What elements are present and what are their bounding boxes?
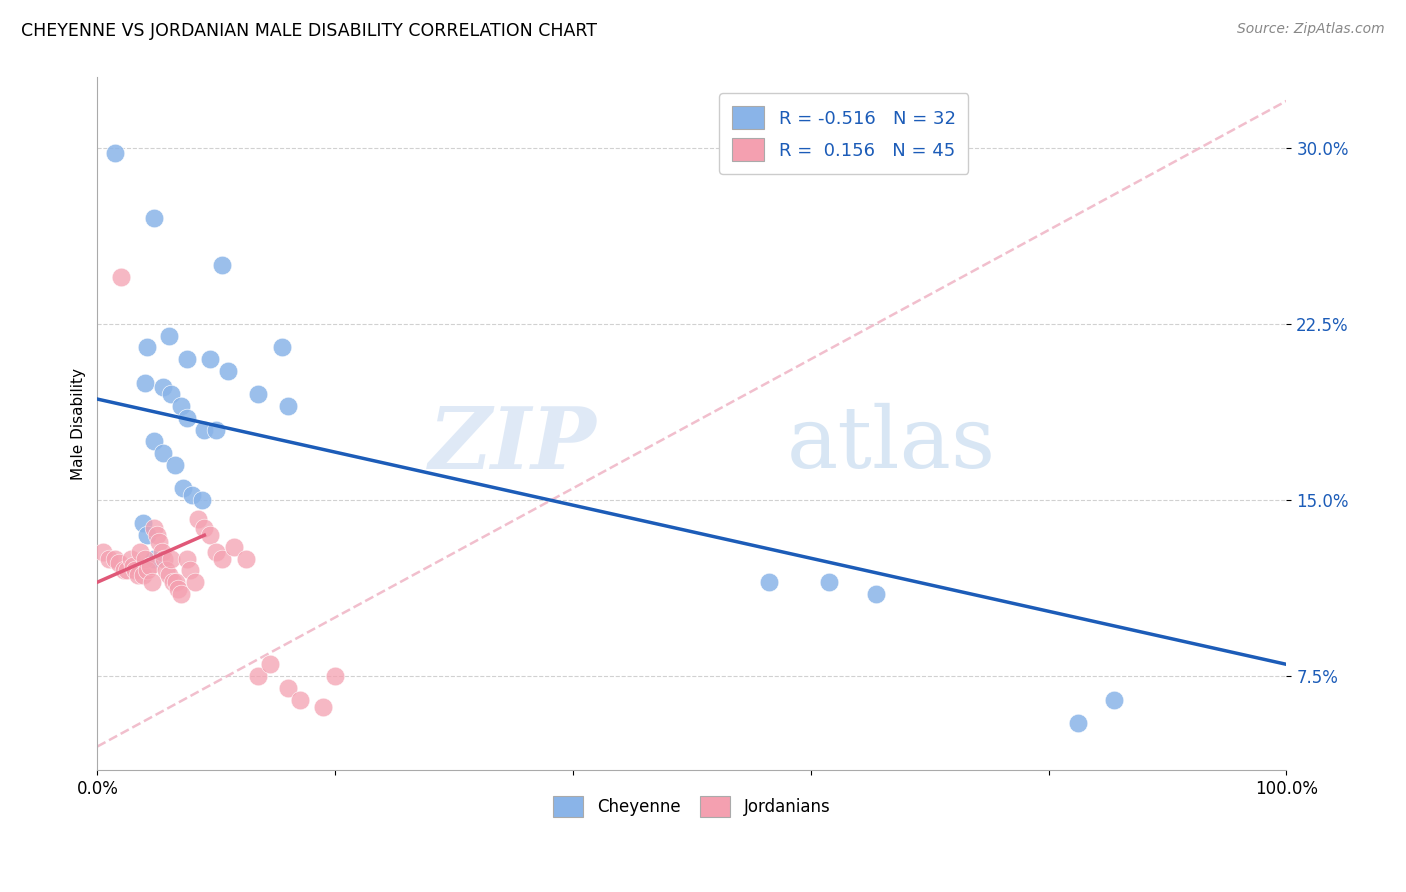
Point <box>136 564 159 578</box>
Point <box>98 551 121 566</box>
Point <box>136 528 159 542</box>
Point <box>176 551 198 566</box>
Text: ZIP: ZIP <box>429 403 596 486</box>
Point <box>179 564 201 578</box>
Text: atlas: atlas <box>787 403 997 486</box>
Point <box>143 434 166 449</box>
Point <box>152 380 174 394</box>
Point <box>817 575 839 590</box>
Point <box>152 446 174 460</box>
Point <box>141 575 163 590</box>
Point <box>865 587 887 601</box>
Point <box>165 575 187 590</box>
Point <box>153 551 176 566</box>
Point <box>211 551 233 566</box>
Point <box>129 544 152 558</box>
Point <box>138 558 160 573</box>
Point <box>120 551 142 566</box>
Point <box>211 258 233 272</box>
Point <box>277 681 299 695</box>
Point <box>217 364 239 378</box>
Point <box>1102 692 1125 706</box>
Point <box>131 516 153 531</box>
Legend: Cheyenne, Jordanians: Cheyenne, Jordanians <box>547 789 837 824</box>
Point <box>181 488 204 502</box>
Point <box>150 544 173 558</box>
Point <box>205 544 228 558</box>
Point <box>134 376 156 390</box>
Point <box>127 568 149 582</box>
Point <box>143 521 166 535</box>
Point <box>155 564 177 578</box>
Point <box>312 699 335 714</box>
Point <box>134 551 156 566</box>
Point <box>1067 716 1090 731</box>
Point <box>193 521 215 535</box>
Point <box>200 352 222 367</box>
Point <box>162 575 184 590</box>
Point <box>143 211 166 226</box>
Point <box>104 145 127 160</box>
Point <box>184 575 207 590</box>
Point <box>160 387 183 401</box>
Point <box>277 399 299 413</box>
Point <box>176 352 198 367</box>
Point <box>157 568 180 582</box>
Point <box>122 558 145 573</box>
Point <box>104 551 127 566</box>
Point <box>148 535 170 549</box>
Point <box>131 568 153 582</box>
Point <box>167 582 190 597</box>
Point <box>205 423 228 437</box>
Point <box>288 692 311 706</box>
Point <box>107 557 129 571</box>
Point <box>758 575 780 590</box>
Point <box>169 399 191 413</box>
Point <box>191 493 214 508</box>
Point <box>112 564 135 578</box>
Point <box>110 270 132 285</box>
Point <box>115 564 138 578</box>
Point <box>163 458 186 472</box>
Point <box>200 528 222 542</box>
Point <box>143 551 166 566</box>
Text: CHEYENNE VS JORDANIAN MALE DISABILITY CORRELATION CHART: CHEYENNE VS JORDANIAN MALE DISABILITY CO… <box>21 22 598 40</box>
Point <box>259 657 281 672</box>
Point <box>246 669 269 683</box>
Point <box>169 587 191 601</box>
Point <box>270 340 292 354</box>
Point <box>146 528 169 542</box>
Point <box>136 340 159 354</box>
Point <box>323 669 346 683</box>
Point <box>157 328 180 343</box>
Point <box>193 423 215 437</box>
Point <box>172 481 194 495</box>
Point <box>91 544 114 558</box>
Text: Source: ZipAtlas.com: Source: ZipAtlas.com <box>1237 22 1385 37</box>
Point <box>176 410 198 425</box>
Point <box>224 540 246 554</box>
Y-axis label: Male Disability: Male Disability <box>72 368 86 480</box>
Point <box>235 551 257 566</box>
Point <box>187 512 209 526</box>
Point <box>160 551 183 566</box>
Point <box>124 564 146 578</box>
Point <box>246 387 269 401</box>
